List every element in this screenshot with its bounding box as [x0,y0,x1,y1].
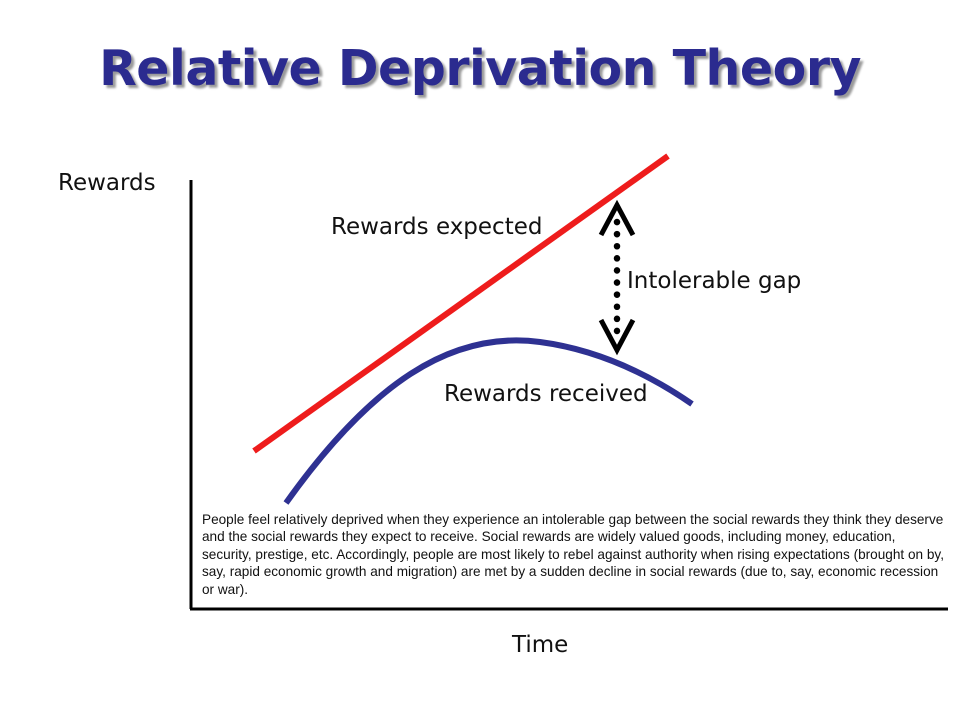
rewards-expected-line [252,153,670,454]
slide-title: Relative Deprivation Theory [99,40,861,97]
intolerable-gap-arrow [598,199,636,356]
explanation-caption: People feel relatively deprived when the… [202,512,944,597]
gap-arrowhead-down [598,318,636,356]
intolerable-gap-label: Intolerable gap [627,268,802,294]
gap-arrowhead-up [598,199,636,237]
x-axis-label: Time [512,632,569,658]
rewards-received-curve [283,337,694,505]
rewards-expected-label: Rewards expected [331,214,543,240]
y-axis-label: Rewards [58,170,156,196]
rewards-received-label: Rewards received [444,381,648,407]
